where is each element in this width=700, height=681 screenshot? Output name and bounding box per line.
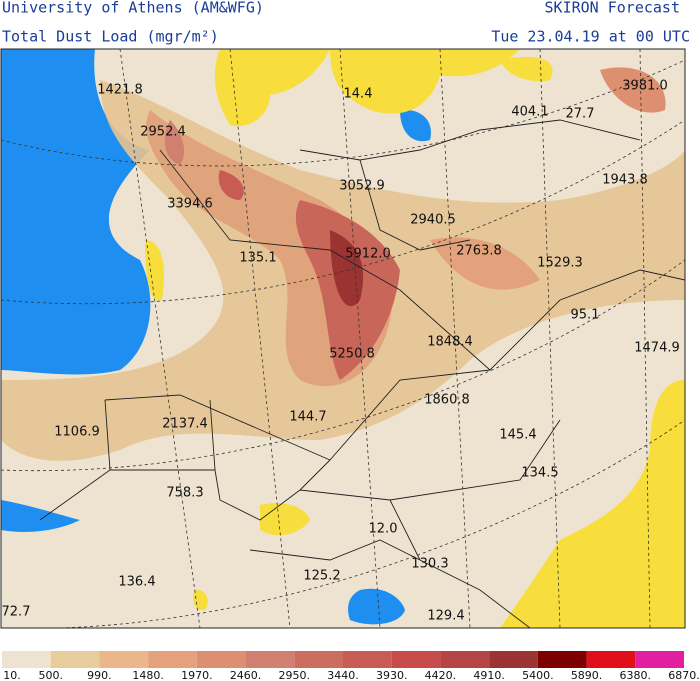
colorbar-label: 990. [87,669,112,681]
right-title: SKIRON Forecast [545,0,680,17]
colorbar-label: 2460. [230,669,262,681]
colorbar-box [99,651,149,668]
colorbar-box [635,651,684,668]
map-value-label: 5912.0 [345,247,391,262]
subtitle: Total Dust Load (mgr/m²) [2,28,219,46]
colorbar-label: 1480. [132,669,164,681]
map-value-label: 1860.8 [424,393,470,408]
map-value-label: 404.1 [511,105,548,120]
map-value-label: 1848.4 [427,335,473,350]
map: 1421.8 2952.4 3394.6 3052.9 2940.5 5912.0 2763… [0,48,686,629]
colorbar-box [50,651,100,668]
map-value-label: 2952.4 [140,125,186,140]
colorbar-label: 5890. [571,669,603,681]
colorbar: 10. 500. 990. 1480. 1970. 2460. 2950. 3440. 3930… [2,651,700,681]
colorbar-label: 1970. [181,669,213,681]
map-value-label: 2763.8 [456,244,502,259]
map-value-label: 3052.9 [339,179,385,194]
map-value-label: 130.3 [411,557,448,572]
map-value-label: 136.4 [118,575,155,590]
map-value-label: 3394.6 [167,197,213,212]
map-value-label: 2940.5 [410,213,456,228]
colorbar-box [343,651,392,668]
map-value-label: 145.4 [499,428,536,443]
map-value-label: 5250.8 [329,347,375,362]
colorbar-box [391,651,441,668]
map-value-label: 129.4 [427,609,464,624]
colorbar-label: 4420. [425,669,457,681]
colorbar-label: 3930. [376,669,408,681]
colorbar-box [294,651,343,668]
colorbar-box [2,651,51,668]
map-value-label: 12.0 [369,522,398,537]
colorbar-box [489,651,538,668]
map-value-label: 3981.0 [622,79,668,94]
colorbar-box [537,651,587,668]
map-value-label: 1106.9 [54,425,100,440]
map-value-label: 1421.8 [97,83,143,98]
map-value-label: 14.4 [344,87,373,102]
colorbar-label: 500. [38,669,63,681]
colorbar-box [586,651,636,668]
map-value-label: 1943.8 [602,173,648,188]
colorbar-label: 2950. [279,669,311,681]
map-value-label: 95.1 [571,308,600,323]
map-value-label: 135.1 [239,251,276,266]
colorbar-label: 10. [3,669,21,681]
map-value-label: 27.7 [566,107,595,122]
map-value-label: 758.3 [166,486,203,501]
map-value-label: 1474.9 [634,341,680,356]
colorbar-label: 5400. [522,669,554,681]
colorbar-label: 6870. [668,669,700,681]
colorbar-box [440,651,490,668]
map-value-label: 125.2 [303,569,340,584]
colorbar-label: 4910. [473,669,505,681]
map-value-label: 144.7 [289,410,326,425]
colorbar-label: 6380. [620,669,652,681]
left-title: University of Athens (AM&WFG) [2,0,264,17]
map-value-label: 72.7 [2,605,31,620]
colorbar-box [148,651,197,668]
colorbar-box [196,651,246,668]
map-value-label: 2137.4 [162,417,208,432]
map-value-label: 1529.3 [537,256,583,271]
colorbar-label: 3440. [327,669,359,681]
colorbar-box [245,651,295,668]
map-value-label: 134.5 [521,466,558,481]
date: Tue 23.04.19 at 00 UTC [491,28,690,46]
